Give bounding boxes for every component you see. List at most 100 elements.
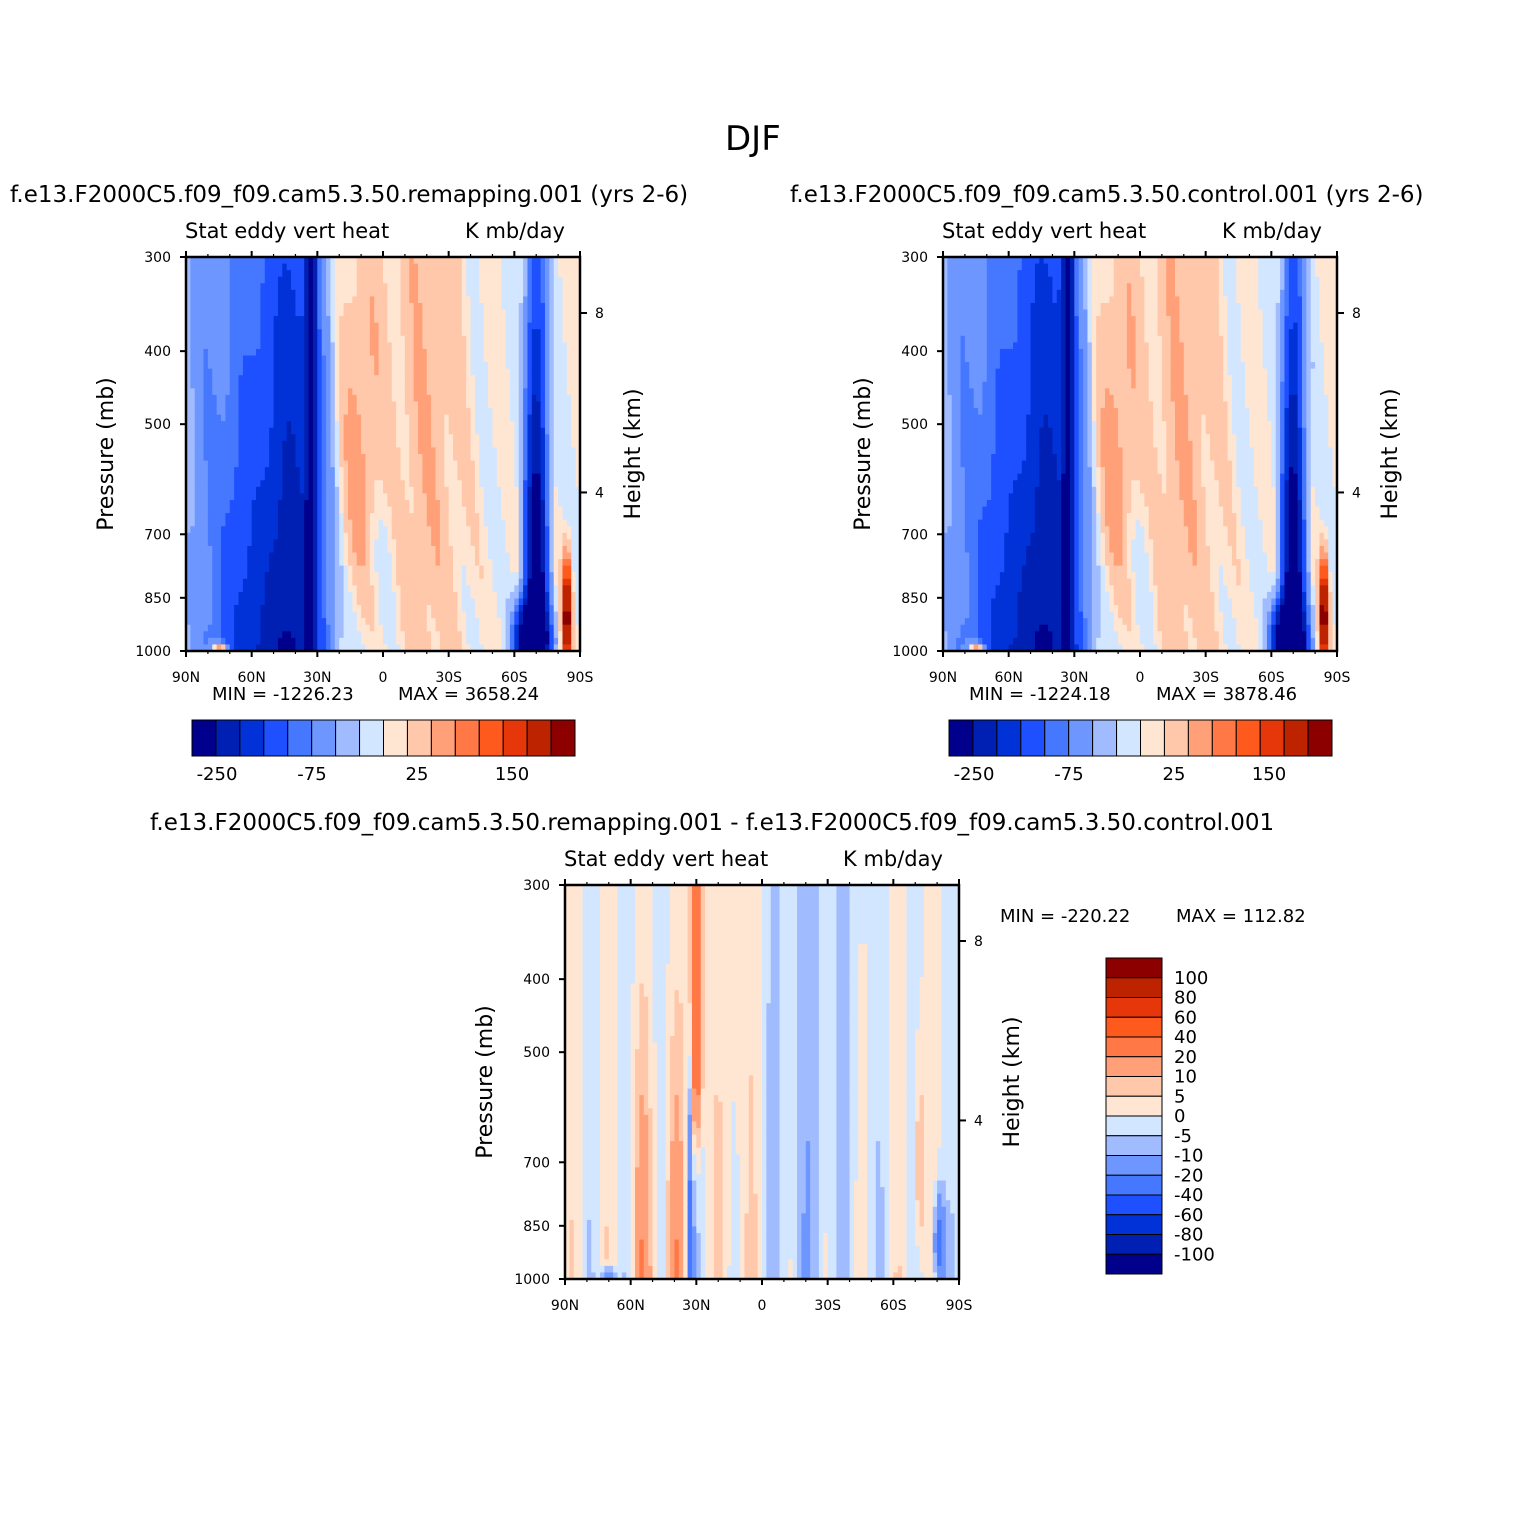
- heatmap-cell: [190, 631, 196, 639]
- heatmap-cell: [483, 335, 489, 343]
- heatmap-cell: [308, 473, 314, 481]
- heatmap-cell: [269, 559, 275, 567]
- heatmap-cell: [330, 342, 336, 350]
- heatmap-cell: [291, 263, 297, 271]
- heatmap-cell: [374, 473, 380, 481]
- heatmap-cell: [409, 257, 415, 265]
- heatmap-cell: [326, 362, 332, 370]
- heatmap-cell: [540, 473, 546, 481]
- heatmap-cell: [418, 342, 423, 350]
- heatmap-cell: [326, 467, 332, 475]
- heatmap-cell: [426, 578, 432, 586]
- heatmap-cell: [474, 257, 480, 265]
- heatmap-cell: [251, 572, 257, 580]
- heatmap-cell: [483, 631, 489, 639]
- heatmap-cell: [496, 342, 502, 350]
- heatmap-cell: [474, 473, 480, 481]
- heatmap-cell: [474, 591, 480, 600]
- heatmap-cell: [544, 257, 550, 265]
- heatmap-cell: [479, 388, 485, 396]
- heatmap-cell: [190, 559, 196, 567]
- heatmap-cell: [256, 513, 262, 521]
- heatmap-cell: [190, 486, 196, 494]
- heatmap-cell: [291, 289, 297, 297]
- heatmap-cell: [277, 585, 283, 593]
- heatmap-cell: [391, 434, 397, 442]
- heatmap-cell: [273, 388, 279, 396]
- heatmap-cell: [207, 381, 213, 389]
- heatmap-cell: [527, 598, 533, 606]
- heatmap-cell: [426, 263, 432, 271]
- heatmap-cell: [212, 526, 218, 534]
- heatmap-cell: [531, 276, 537, 284]
- heatmap-cell: [186, 440, 191, 449]
- heatmap-cell: [286, 421, 292, 429]
- heatmap-cell: [483, 506, 489, 514]
- heatmap-cell: [238, 368, 244, 376]
- heatmap-cell: [496, 513, 502, 521]
- heatmap-cell: [378, 559, 384, 567]
- heatmap-cell: [221, 605, 226, 613]
- heatmap-cell: [282, 388, 288, 396]
- heatmap-cell: [426, 486, 432, 494]
- heatmap-cell: [418, 440, 423, 449]
- heatmap-cell: [531, 559, 537, 567]
- heatmap-cell: [343, 342, 349, 350]
- heatmap-cell: [448, 539, 454, 547]
- heatmap-cell: [439, 467, 445, 475]
- heatmap-cell: [282, 545, 288, 554]
- heatmap-cell: [299, 559, 305, 567]
- heatmap-cell: [488, 618, 494, 626]
- heatmap-cell: [536, 637, 542, 646]
- heatmap-cell: [404, 388, 410, 396]
- heatmap-cell: [492, 598, 498, 606]
- heatmap-cell: [544, 375, 550, 383]
- heatmap-cell: [378, 414, 384, 422]
- heatmap-cell: [304, 618, 310, 626]
- heatmap-cell: [444, 421, 450, 429]
- heatmap-cell: [531, 421, 537, 429]
- heatmap-cell: [260, 519, 266, 527]
- heatmap-cell: [483, 296, 489, 304]
- heatmap-cell: [488, 545, 494, 554]
- heatmap-cell: [304, 296, 310, 304]
- heatmap-cell: [225, 605, 231, 613]
- heatmap-cell: [523, 348, 529, 357]
- heatmap-cell: [347, 309, 353, 317]
- heatmap-cell: [396, 388, 402, 396]
- heatmap-cell: [391, 263, 397, 271]
- heatmap-cell: [413, 519, 419, 527]
- heatmap-cell: [387, 473, 393, 481]
- heatmap-cell: [207, 499, 213, 508]
- heatmap-cell: [431, 434, 437, 442]
- heatmap-cell: [216, 473, 222, 481]
- heatmap-cell: [326, 637, 332, 646]
- heatmap-cell: [269, 447, 275, 455]
- heatmap-cell: [474, 342, 480, 350]
- heatmap-cell: [321, 408, 327, 416]
- heatmap-cell: [186, 342, 191, 350]
- heatmap-cell: [518, 427, 524, 435]
- heatmap-cell: [295, 598, 301, 606]
- heatmap-cell: [514, 545, 520, 554]
- heatmap-cell: [514, 414, 520, 422]
- heatmap-cell: [286, 368, 292, 376]
- heatmap-cell: [343, 480, 349, 488]
- heatmap-cell: [238, 289, 244, 297]
- heatmap-cell: [365, 309, 371, 317]
- heatmap-cell: [531, 605, 537, 613]
- heatmap-cell: [256, 283, 262, 291]
- heatmap-cell: [256, 572, 262, 580]
- heatmap-cell: [418, 598, 423, 606]
- heatmap-cell: [383, 637, 388, 646]
- heatmap-cell: [544, 644, 550, 651]
- heatmap-cell: [238, 532, 244, 540]
- heatmap-cell: [374, 335, 380, 343]
- heatmap-cell: [483, 552, 489, 560]
- heatmap-cell: [352, 565, 358, 573]
- heatmap-cell: [505, 473, 511, 481]
- heatmap-cell: [374, 631, 380, 639]
- heatmap-cell: [391, 624, 397, 632]
- heatmap-cell: [203, 545, 209, 554]
- heatmap-cell: [422, 591, 428, 600]
